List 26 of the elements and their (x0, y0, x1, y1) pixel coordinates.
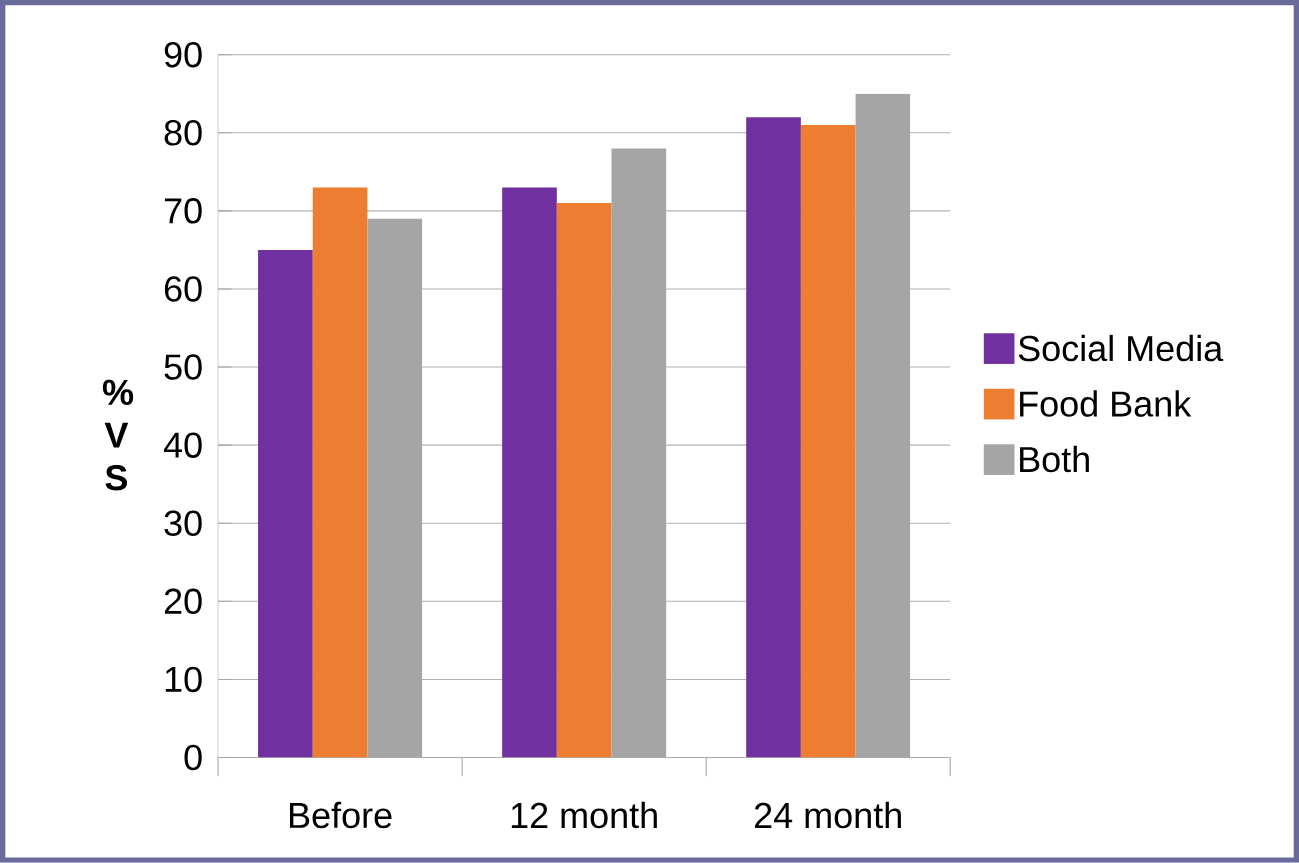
y-tick-label: 60 (164, 276, 202, 302)
legend-label: Food Bank (1020, 390, 1192, 417)
x-tick-label: 12 month (511, 801, 657, 829)
y-axis-title: % V S (102, 379, 134, 491)
bar (556, 203, 612, 758)
bar (312, 187, 368, 758)
y-tick-label: 40 (163, 432, 202, 458)
y-tick-label: 80 (164, 120, 202, 146)
y-tick-label: 70 (164, 198, 202, 224)
y-tick-label: 90 (164, 42, 202, 68)
legend-label: Both (1020, 445, 1089, 473)
bar (800, 125, 856, 758)
bar (611, 148, 667, 758)
bar (746, 117, 801, 758)
bar (367, 218, 423, 758)
x-tick-label: 24 month (754, 801, 901, 829)
y-tick-label: 50 (164, 354, 202, 380)
legend-label: Social Media (1018, 334, 1224, 362)
y-tick-label: 20 (164, 588, 202, 615)
bar (855, 93, 911, 758)
bar (258, 249, 313, 758)
y-tick-label: 30 (164, 510, 202, 537)
y-tick-label: 10 (165, 666, 202, 693)
x-tick-label: Before (290, 801, 392, 829)
bar (502, 187, 557, 758)
y-tick-label: 0 (184, 744, 202, 771)
